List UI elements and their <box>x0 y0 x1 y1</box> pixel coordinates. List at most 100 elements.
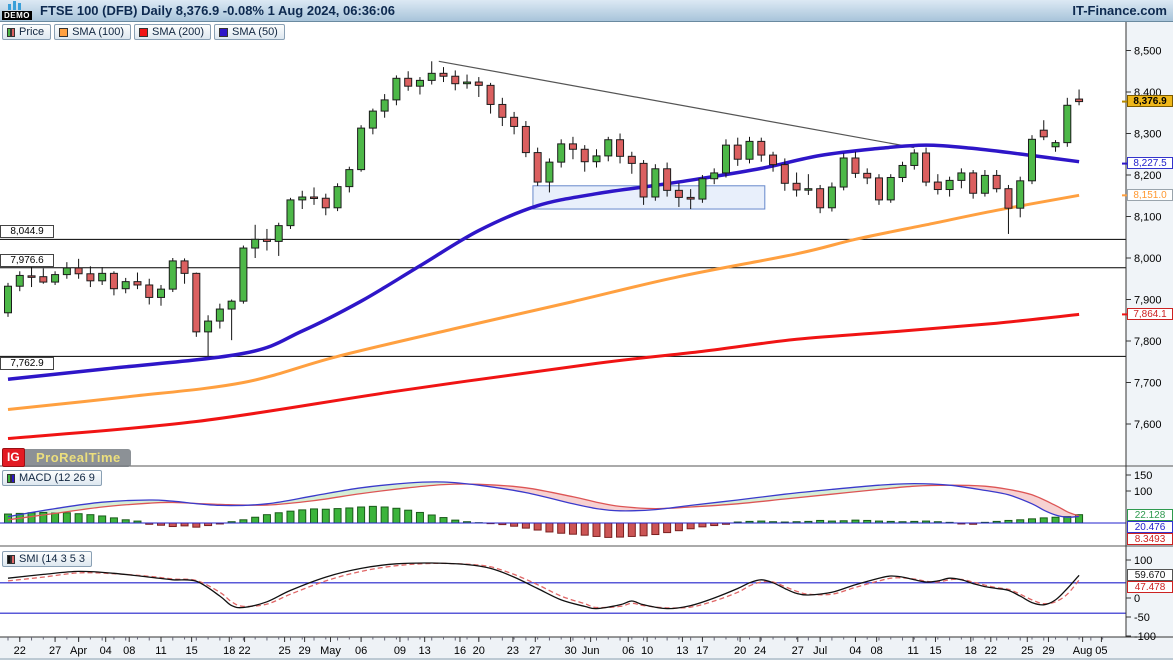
x-tick-label: 27 <box>792 645 804 657</box>
x-tick-label: 13 <box>676 645 688 657</box>
x-tick-label: Aug <box>1073 645 1093 657</box>
y-tick-label: -50 <box>1134 612 1150 624</box>
x-tick-label: 11 <box>155 645 166 657</box>
candle-body <box>851 157 860 174</box>
x-tick-label: 09 <box>394 645 406 657</box>
smi-legend-chip[interactable]: SMI (14 3 5 3 <box>2 551 93 567</box>
legend-label: SMA (100) <box>72 26 125 38</box>
x-tick-label: May <box>320 645 341 657</box>
smi-legend-label: SMI (14 3 5 3 <box>19 553 86 565</box>
candle-body <box>663 168 672 191</box>
x-tick-label: 04 <box>100 645 112 657</box>
macd-hist-bar <box>427 514 436 524</box>
x-tick-label: 08 <box>871 645 883 657</box>
candle-body <box>710 172 719 180</box>
sma100-swatch-icon <box>59 27 69 37</box>
macd-hist-bar <box>663 522 672 534</box>
candle-body <box>27 275 36 278</box>
x-tick-label: 25 <box>278 645 290 657</box>
candle-body <box>251 238 260 249</box>
y-tick-label: 0 <box>1134 593 1140 605</box>
macd-hist-bar <box>368 505 377 524</box>
x-tick-label: 18 <box>965 645 977 657</box>
macd-hist-bar <box>168 522 177 528</box>
candle-body <box>780 164 789 184</box>
macd-hist-bar <box>51 512 60 524</box>
sma100-line <box>7 193 1080 411</box>
candle-body <box>298 196 307 201</box>
x-tick-label: 27 <box>529 645 541 657</box>
legend-chip-price[interactable]: Price <box>2 24 52 40</box>
candle-body <box>721 144 730 174</box>
legend-chip-sma100[interactable]: SMA (100) <box>54 24 132 40</box>
candle-body <box>816 188 825 209</box>
y-tick-label: 7,600 <box>1134 419 1162 431</box>
x-tick-label: 16 <box>454 645 466 657</box>
candle-body <box>368 110 377 129</box>
y-tick-label: 100 <box>1134 555 1152 567</box>
candle-body <box>51 274 60 283</box>
macd-hist-bar <box>274 512 283 524</box>
candle-body <box>380 99 389 112</box>
x-tick-label: 06 <box>622 645 634 657</box>
candle-body <box>439 72 448 77</box>
candle-body <box>227 300 236 310</box>
candle-body <box>192 272 201 333</box>
macd-hist-bar <box>74 513 83 524</box>
smi-panel <box>0 545 1173 614</box>
macd-hist-bar <box>262 514 271 524</box>
macd-icon <box>7 473 15 483</box>
candle-body <box>698 178 707 200</box>
macd-hist-bar <box>592 522 601 537</box>
macd-line <box>7 481 1080 518</box>
candle-body <box>616 139 625 157</box>
candle-body <box>498 103 507 118</box>
y-tick-label: 7,900 <box>1134 295 1162 307</box>
trendline <box>438 60 915 149</box>
x-tick-label: 30 <box>564 645 576 657</box>
macd-fill <box>472 484 674 511</box>
macd-hist-bar <box>568 522 577 535</box>
macd-legend-chip[interactable]: MACD (12 26 9 <box>2 470 102 486</box>
x-tick-label: 27 <box>49 645 61 657</box>
macd-legend-label: MACD (12 26 9 <box>19 472 95 484</box>
candle-body <box>321 197 330 209</box>
legend-label: SMA (50) <box>232 26 278 38</box>
x-tick-label: Jul <box>813 645 827 657</box>
y-tick-label: 7,800 <box>1134 336 1162 348</box>
x-tick-label: 08 <box>123 645 135 657</box>
macd-hist-bar <box>333 508 342 524</box>
candle-body <box>4 285 12 314</box>
candle-body <box>62 267 71 276</box>
candle-body <box>392 77 401 101</box>
x-tick-label: 22 <box>14 645 26 657</box>
sma200-line <box>7 312 1080 440</box>
legend-chip-sma200[interactable]: SMA (200) <box>134 24 211 40</box>
macd-hist-bar <box>439 517 448 524</box>
candle-body <box>239 247 248 302</box>
x-tick-label: 22 <box>238 645 250 657</box>
candle-body <box>180 260 189 274</box>
legend-chip-sma50[interactable]: SMA (50) <box>214 24 285 40</box>
candle-body <box>74 267 83 275</box>
x-tick-label: Apr <box>70 645 87 657</box>
y-tick-label: 7,700 <box>1134 378 1162 390</box>
candle-body <box>262 238 271 242</box>
candle-body <box>345 169 354 188</box>
candle-body <box>792 182 801 191</box>
site-link[interactable]: IT-Finance.com <box>1072 3 1167 18</box>
smi-line <box>7 562 1080 610</box>
candle-body <box>474 81 483 86</box>
macd-hist-bar <box>627 522 636 537</box>
macd-hist-bar <box>521 522 530 529</box>
macd-hist-bar <box>4 513 12 524</box>
y-tick-label: 100 <box>1134 486 1152 498</box>
candle-body <box>15 274 24 287</box>
candle-body <box>121 281 130 290</box>
candle-body <box>98 272 107 282</box>
smi-icon <box>7 554 15 564</box>
macd-hist-bar <box>298 509 307 524</box>
candle-body <box>604 139 613 157</box>
